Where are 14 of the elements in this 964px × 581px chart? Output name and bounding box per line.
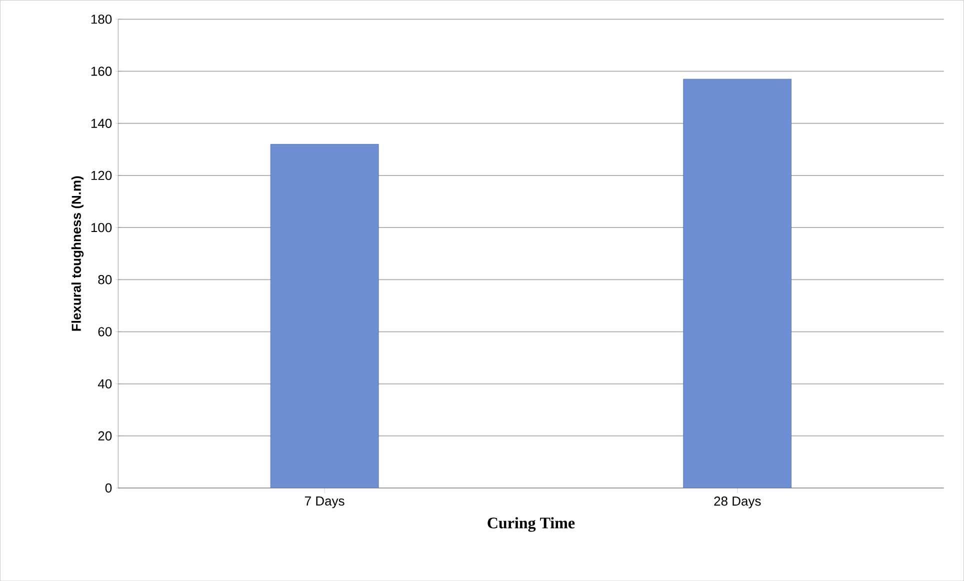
y-tick-label: 60 xyxy=(98,327,112,336)
y-tick-label: 140 xyxy=(91,118,112,128)
y-axis-title: Flexural toughness (N.m) xyxy=(71,176,84,331)
y-tick-label: 160 xyxy=(91,66,112,76)
y-tick-label: 40 xyxy=(98,379,112,388)
x-tick-label: 7 Days xyxy=(305,496,344,508)
x-tick-label: 28 Days xyxy=(714,496,761,508)
y-tick-label: 180 xyxy=(91,14,112,24)
y-tick-label: 120 xyxy=(91,170,112,180)
y-tick-label: 20 xyxy=(98,431,112,440)
y-tick-label: 0 xyxy=(105,483,112,493)
y-tick-label: 100 xyxy=(91,222,112,232)
y-tick-label: 80 xyxy=(98,274,112,284)
x-axis-title: Curing Time xyxy=(488,517,575,532)
